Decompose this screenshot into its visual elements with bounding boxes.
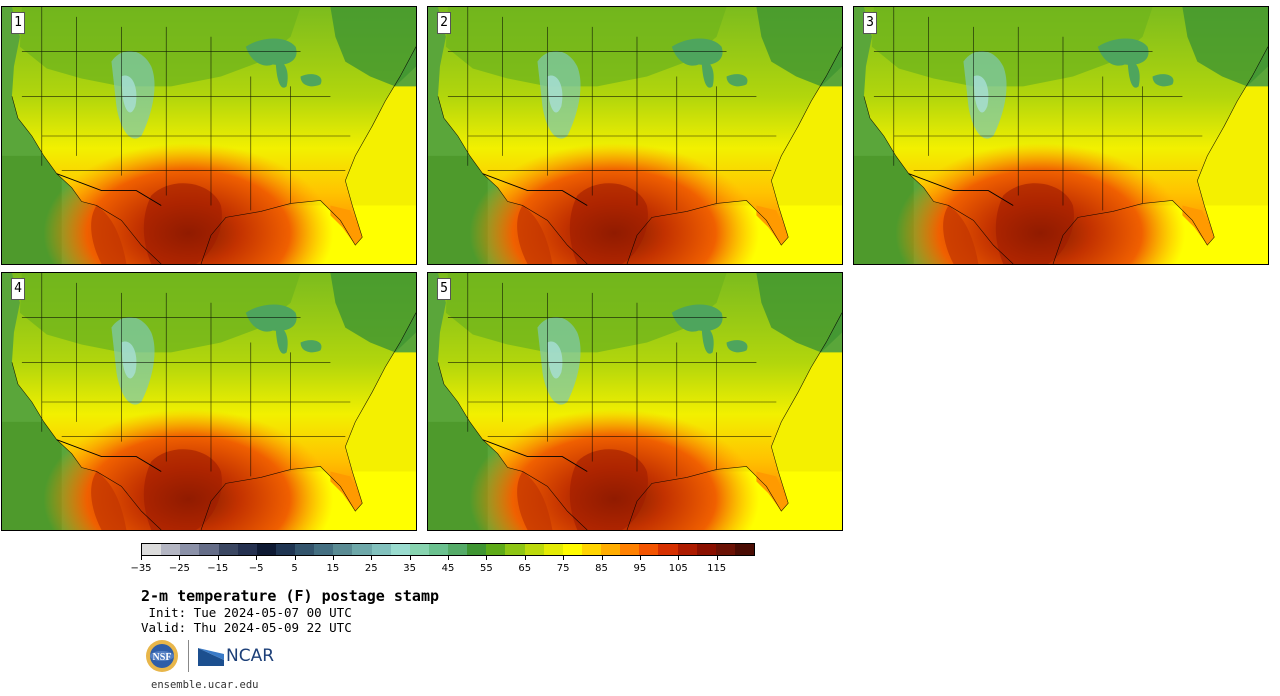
colorbar-tick-mark [639, 556, 641, 560]
logo-row: NSF NCAR [145, 638, 274, 674]
colorbar-tick-label: −25 [168, 563, 190, 574]
colorbar-swatch [677, 544, 697, 555]
colorbar-swatch [467, 544, 487, 555]
colorbar-swatch [409, 544, 429, 555]
colorbar-legend: −35 −25 −15 −5 5 15 25 35 45 55 65 75 85 95 105 115 [130, 543, 756, 576]
colorbar [141, 543, 755, 556]
colorbar-tick-label: −5 [248, 563, 264, 574]
colorbar-tick-label: 105 [668, 563, 688, 574]
colorbar-tick-mark [294, 556, 296, 560]
colorbar-tick-label: 85 [595, 563, 608, 574]
colorbar-swatch [180, 544, 200, 555]
colorbar-swatch [142, 544, 162, 555]
colorbar-swatch [639, 544, 659, 555]
colorbar-swatch [524, 544, 544, 555]
colorbar-tick-mark [563, 556, 565, 560]
colorbar-tick-label: 115 [707, 563, 727, 574]
colorbar-swatch [371, 544, 391, 555]
colorbar-swatch [275, 544, 295, 555]
ncar-logo: NCAR [198, 646, 274, 666]
colorbar-swatch [333, 544, 353, 555]
valid-time: Valid: Thu 2024-05-09 22 UTC [141, 620, 352, 635]
panel-number-label: 5 [437, 278, 451, 300]
colorbar-tick-label: 15 [326, 563, 340, 574]
logo-divider [188, 640, 189, 672]
panel-number-label: 4 [11, 278, 25, 300]
colorbar-tick-label: 35 [403, 563, 416, 574]
colorbar-tick-mark [716, 556, 718, 560]
map-panel-2: 2 [427, 6, 843, 265]
colorbar-swatch [581, 544, 601, 555]
colorbar-swatch [696, 544, 716, 555]
colorbar-swatch [352, 544, 372, 555]
map-panel-5: 5 [427, 272, 843, 531]
colorbar-tick-label: −15 [207, 563, 229, 574]
colorbar-tick-label: 45 [441, 563, 455, 574]
map-panel-3: 3 [853, 6, 1269, 265]
colorbar-swatch [486, 544, 506, 555]
panel-number-label: 3 [863, 12, 877, 34]
init-time: Init: Tue 2024-05-07 00 UTC [141, 605, 352, 620]
panel-number-label: 1 [11, 12, 25, 34]
colorbar-swatch [715, 544, 735, 555]
temperature-map [428, 273, 842, 530]
colorbar-swatch [314, 544, 334, 555]
colorbar-tick-mark [524, 556, 526, 560]
map-panel-1: 1 [1, 6, 417, 265]
nsf-logo-icon: NSF [146, 640, 178, 672]
colorbar-tick-mark [371, 556, 373, 560]
temperature-map [428, 7, 842, 264]
colorbar-swatch [620, 544, 640, 555]
colorbar-swatch [428, 544, 448, 555]
figure-title: 2-m temperature (F) postage stamp [141, 587, 440, 605]
colorbar-tick-label: 55 [480, 563, 493, 574]
map-panel-4: 4 [1, 272, 417, 531]
colorbar-swatch [562, 544, 582, 555]
colorbar-swatch [390, 544, 410, 555]
colorbar-swatch [199, 544, 219, 555]
colorbar-swatch [543, 544, 563, 555]
colorbar-swatch [601, 544, 621, 555]
colorbar-tick-mark [678, 556, 680, 560]
colorbar-swatch [448, 544, 468, 555]
colorbar-tick-mark [601, 556, 603, 560]
colorbar-swatch [505, 544, 525, 555]
nsf-logo-text: NSF [153, 652, 172, 663]
colorbar-tick-label: 95 [633, 563, 647, 574]
colorbar-swatch [658, 544, 678, 555]
colorbar-tick-mark [409, 556, 411, 560]
colorbar-tick-mark [448, 556, 449, 560]
ncar-mark-icon [198, 648, 224, 666]
colorbar-swatch [295, 544, 315, 555]
colorbar-tick-label: 75 [556, 563, 570, 574]
colorbar-swatch [734, 544, 754, 555]
temperature-map [854, 7, 1268, 264]
colorbar-tick-mark [179, 556, 181, 560]
colorbar-swatch [161, 544, 181, 555]
temperature-map [2, 7, 416, 264]
colorbar-tick-mark [217, 556, 219, 560]
panel-number-label: 2 [437, 12, 451, 34]
colorbar-tick-mark [256, 556, 258, 560]
colorbar-tick-label: 65 [518, 563, 532, 574]
colorbar-tick-label: 25 [364, 563, 378, 574]
site-url: ensemble.ucar.edu [151, 679, 259, 691]
colorbar-tick-label: 5 [291, 563, 298, 574]
temperature-map [2, 273, 416, 530]
colorbar-tick-mark [332, 556, 334, 560]
colorbar-tick-mark [141, 556, 142, 560]
ncar-logo-text: NCAR [226, 646, 275, 666]
colorbar-swatch [218, 544, 238, 555]
colorbar-swatch [237, 544, 257, 555]
colorbar-swatch [256, 544, 276, 555]
colorbar-tick-mark [486, 556, 488, 560]
colorbar-tick-label: −35 [130, 563, 152, 574]
colorbar-ticks: −35 −25 −15 −5 5 15 25 35 45 55 65 75 85 95 105 115 [130, 556, 756, 576]
